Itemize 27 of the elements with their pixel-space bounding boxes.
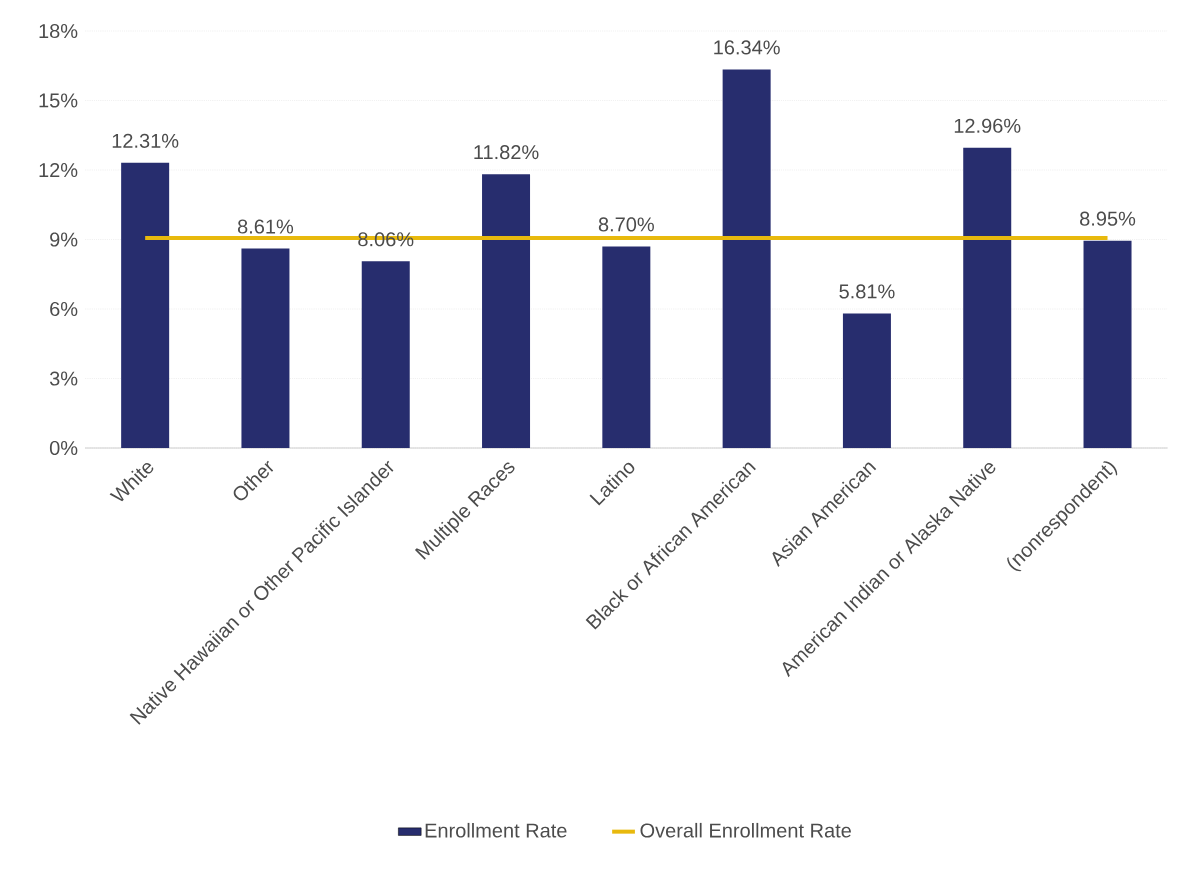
bar: [482, 174, 531, 449]
y-tick-label: 6%: [50, 301, 78, 317]
bar: [121, 162, 170, 449]
legend-label: Overall Enrollment Rate: [640, 822, 851, 838]
data-label: 11.82%: [474, 145, 539, 160]
y-tick-label: 15%: [39, 93, 78, 108]
data-label: 8.70%: [598, 217, 654, 232]
data-label: 12.96%: [954, 118, 1021, 133]
data-label: 8.61%: [237, 219, 294, 234]
bar: [963, 147, 1012, 449]
y-tick-label: 0%: [49, 440, 78, 456]
data-label: 8.06%: [358, 232, 414, 247]
y-tick-label: 3%: [49, 371, 78, 386]
bar: [361, 261, 410, 449]
y-tick-label: 12%: [39, 162, 78, 178]
y-tick-label: 18%: [39, 23, 78, 39]
y-tick-label: 9%: [50, 232, 78, 247]
bar: [602, 246, 651, 449]
bar: [1083, 240, 1132, 449]
bar: [842, 313, 891, 449]
bar: [722, 69, 771, 449]
data-label: 8.95%: [1080, 211, 1136, 226]
data-label: 16.34%: [714, 40, 780, 55]
legend-label: Enrollment Rate: [425, 822, 567, 838]
bar: [241, 248, 290, 449]
data-label: 5.81%: [839, 284, 895, 299]
data-label: 12.31%: [112, 133, 179, 148]
